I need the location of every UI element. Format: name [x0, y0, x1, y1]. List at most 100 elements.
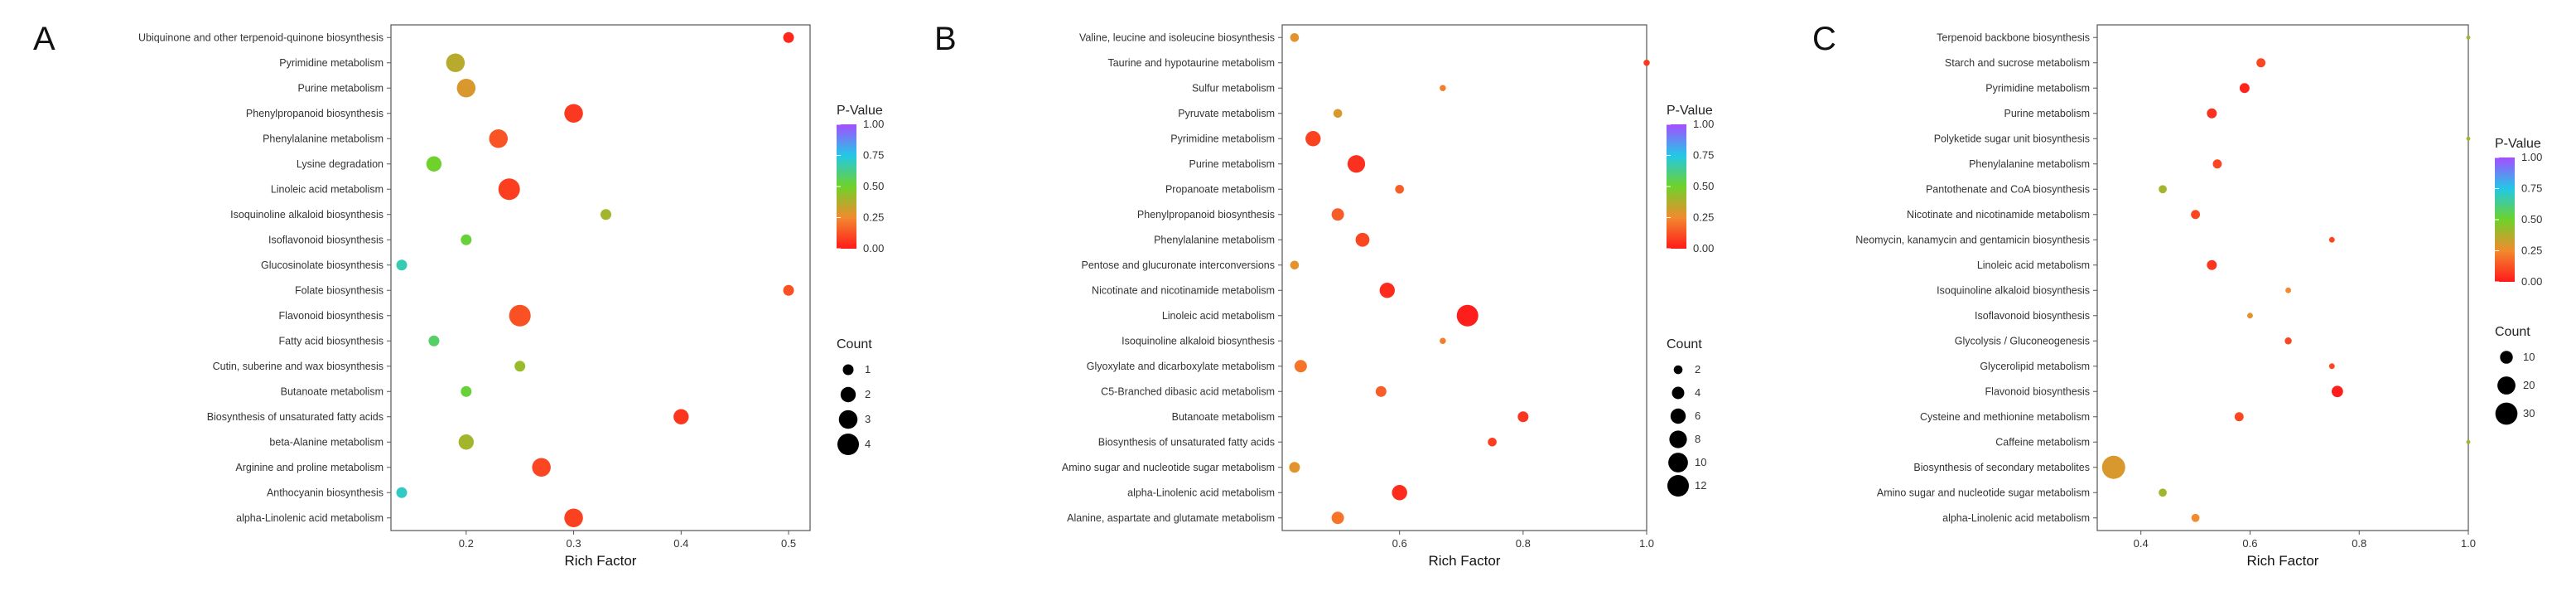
data-point [446, 53, 466, 73]
size-legend-label: 3 [865, 413, 871, 425]
y-tick-label: Valine, leucine and isoleucine biosynthe… [1079, 32, 1275, 43]
y-tick-label: Biosynthesis of unsaturated fatty acids [1098, 436, 1275, 448]
y-tick-label: Linoleic acid metabolism [1977, 259, 2090, 271]
data-point [783, 284, 794, 296]
x-tick-label: 1.0 [2461, 537, 2476, 550]
y-tick-label: Flavonoid biosynthesis [279, 310, 384, 322]
data-point [1331, 208, 1344, 221]
y-tick-label: Pyrimidine metabolism [1985, 82, 2090, 94]
y-tick-label: Phenylpropanoid biosynthesis [246, 108, 384, 119]
data-point [1305, 131, 1321, 147]
data-point [1290, 260, 1300, 270]
y-tick-label: Propanoate metabolism [1165, 183, 1275, 195]
data-point [2247, 313, 2253, 319]
size-legend-label: 4 [865, 438, 871, 450]
size-legend-dot [2495, 402, 2518, 425]
y-tick-label: beta-Alanine metabolism [269, 436, 384, 448]
x-tick-label: 0.8 [2352, 537, 2366, 550]
data-point [2284, 337, 2292, 345]
data-point [2466, 439, 2471, 444]
data-point [2466, 136, 2471, 141]
color-legend-label: 0.25 [2521, 245, 2542, 257]
data-point [2331, 385, 2343, 398]
data-point [2207, 108, 2217, 119]
y-tick-label: Starch and sucrose metabolism [1945, 57, 2090, 69]
color-legend-label: 0.50 [2521, 213, 2542, 225]
data-point [1643, 59, 1650, 66]
x-tick-label: 0.3 [567, 537, 581, 550]
color-legend-label: 0.00 [2521, 275, 2542, 288]
size-legend-dot [840, 386, 856, 403]
color-legend-title: P-Value [2495, 137, 2541, 151]
y-tick-label: C5-Branched dibasic acid metabolism [1101, 385, 1275, 397]
color-legend-label: 0.75 [1693, 149, 1714, 162]
y-tick-label: Pyrimidine metabolism [279, 57, 384, 69]
y-tick-label: Pyrimidine metabolism [1170, 133, 1275, 144]
size-legend-dot [838, 410, 858, 429]
x-tick-label: 0.6 [1392, 537, 1407, 550]
y-tick-label: Glucosinolate biosynthesis [261, 259, 384, 271]
y-tick-label: Biosynthesis of secondary metabolites [1913, 462, 2090, 473]
x-tick-label: 0.4 [2134, 537, 2149, 550]
y-tick-label: Isoflavonoid biosynthesis [268, 234, 384, 245]
data-point [1488, 437, 1497, 447]
y-tick-label: Isoquinoline alkaloid biosynthesis [230, 209, 384, 221]
x-axis-label: Rich Factor [1429, 553, 1501, 569]
y-tick-label: Linoleic acid metabolism [271, 183, 384, 195]
data-point [2191, 210, 2201, 220]
size-legend-dot [1668, 453, 1688, 473]
size-legend-label: 4 [1695, 386, 1700, 399]
data-point [2101, 455, 2125, 479]
data-point [783, 32, 794, 43]
data-point [1289, 462, 1300, 473]
y-tick-label: Amino sugar and nucleotide sugar metabol… [1062, 462, 1275, 473]
data-point [2234, 412, 2244, 422]
data-point [458, 434, 475, 450]
panel-letter: B [934, 21, 957, 57]
y-tick-label: Isoflavonoid biosynthesis [1975, 310, 2090, 322]
y-tick-label: Sulfur metabolism [1192, 82, 1275, 94]
color-legend-title: P-Value [837, 104, 883, 118]
data-point [2212, 159, 2222, 169]
data-point [532, 458, 551, 477]
y-tick-label: alpha-Linolenic acid metabolism [1127, 487, 1275, 498]
color-legend-label: 1.00 [1693, 118, 1714, 130]
x-tick-label: 0.8 [1516, 537, 1531, 550]
color-legend-label: 0.75 [2521, 182, 2542, 195]
size-legend-label: 10 [2523, 351, 2535, 363]
data-point [1379, 283, 1395, 298]
y-tick-label: Isoquinoline alkaloid biosynthesis [1122, 335, 1275, 347]
y-tick-label: Anthocyanin biosynthesis [267, 487, 384, 498]
data-point [2159, 185, 2167, 194]
size-legend-label: 30 [2523, 407, 2535, 419]
data-point [456, 78, 476, 98]
y-tick-label: Pantothenate and CoA biosynthesis [1926, 183, 2090, 195]
y-tick-label: Terpenoid backbone biosynthesis [1937, 32, 2090, 43]
size-legend-dot [2500, 351, 2513, 364]
size-legend-dot [837, 434, 859, 455]
color-legend-label: 0.00 [863, 242, 884, 254]
size-legend-dot [1673, 365, 1683, 375]
size-legend-title: Count [837, 337, 872, 351]
data-point [1375, 385, 1387, 397]
data-point [428, 335, 440, 347]
data-point [600, 209, 611, 221]
data-point [1456, 304, 1479, 327]
size-legend-dot [1670, 408, 1686, 424]
y-tick-label: Nicotinate and nicotinamide metabolism [1907, 209, 2090, 221]
data-point [2466, 35, 2471, 40]
y-tick-label: Butanoate metabolism [1172, 411, 1275, 423]
data-point [2256, 58, 2266, 68]
x-tick-label: 0.2 [459, 537, 474, 550]
color-legend-label: 0.50 [1693, 180, 1714, 192]
data-point [1331, 511, 1344, 525]
color-legend-label: 1.00 [863, 118, 884, 130]
plot-frame [1281, 24, 1647, 531]
y-tick-label: Butanoate metabolism [281, 385, 384, 397]
data-point [2285, 287, 2292, 293]
data-point [2191, 513, 2200, 522]
y-tick-label: Lysine degradation [297, 158, 384, 170]
data-point [2328, 363, 2335, 370]
data-point [498, 178, 520, 201]
